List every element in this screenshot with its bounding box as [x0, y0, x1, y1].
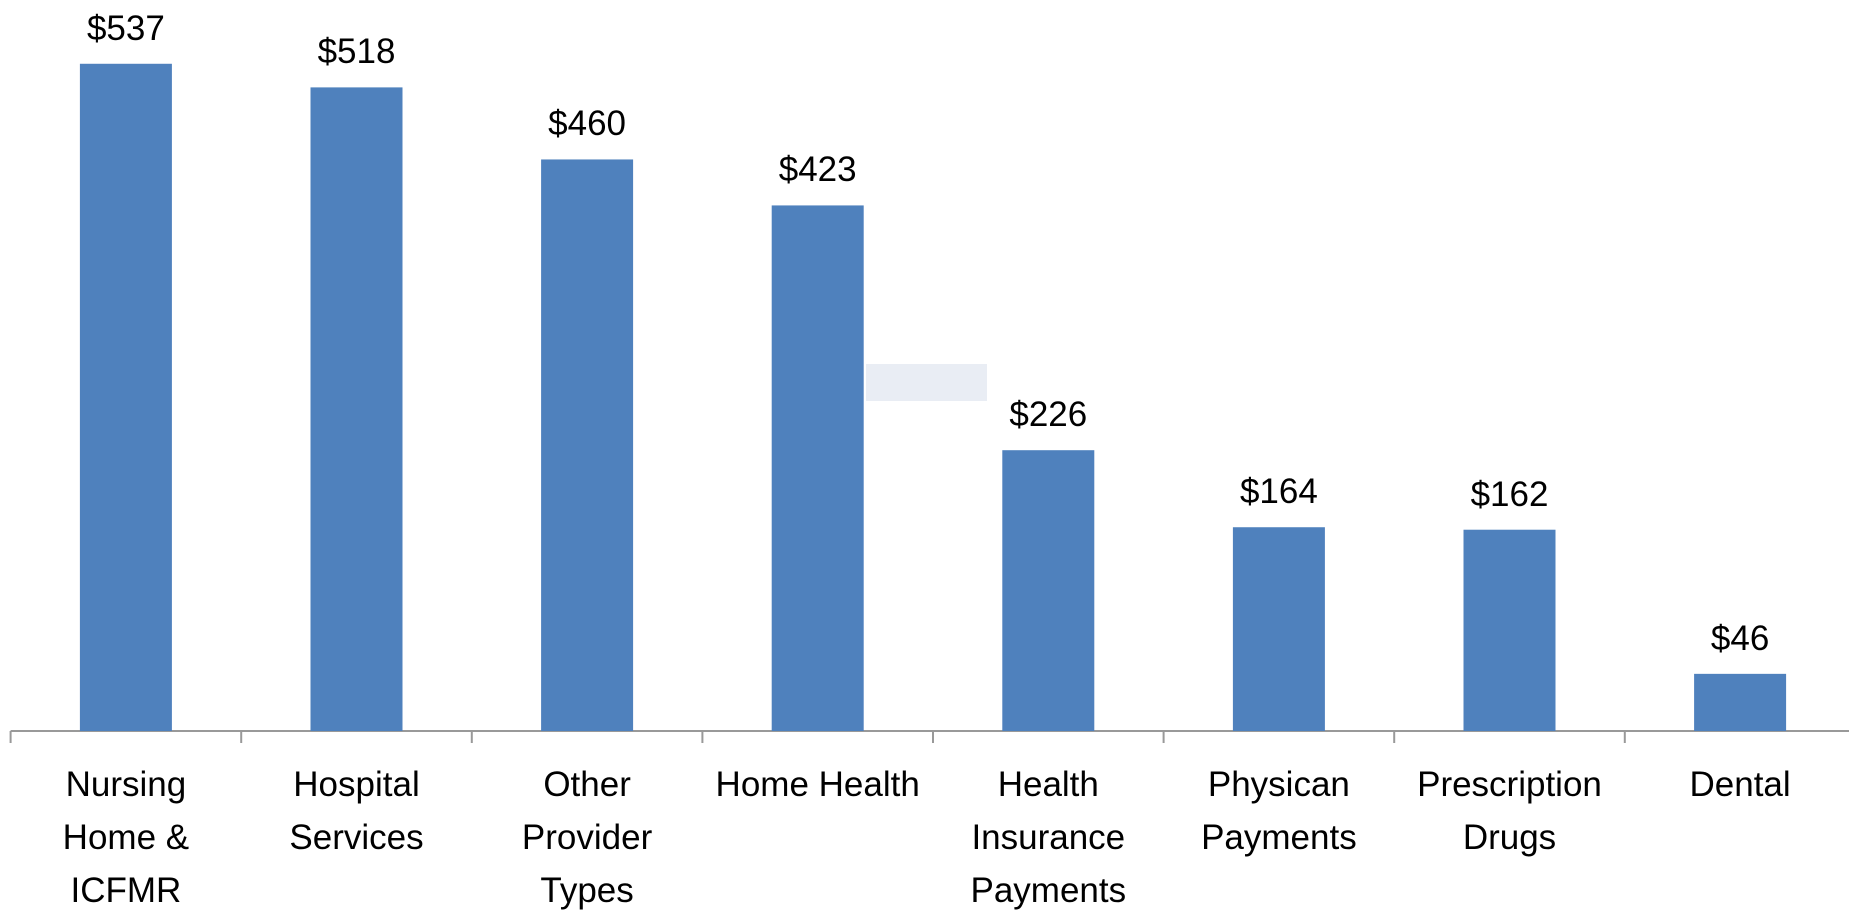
x-tick-label: Home Health — [715, 765, 920, 804]
bar — [1232, 527, 1325, 731]
value-label: $46 — [1710, 618, 1770, 658]
bar — [79, 63, 172, 731]
bar — [310, 87, 403, 731]
x-tick-label: Prescription Drugs — [1417, 765, 1602, 857]
x-tick-label: Health Insurance Payments — [970, 765, 1127, 910]
x-tick-label: Physican Payments — [1201, 765, 1357, 857]
x-tick-label: Hospital Services — [289, 765, 424, 857]
bar — [1002, 450, 1095, 731]
value-label: $537 — [86, 8, 165, 48]
bar — [1463, 529, 1556, 731]
value-label: $162 — [1470, 474, 1549, 514]
bar — [771, 205, 864, 732]
bar — [541, 159, 634, 731]
x-tick-label: Nursing Home & ICFMR — [62, 765, 190, 910]
highlight — [866, 364, 987, 401]
value-label: $460 — [548, 104, 627, 144]
x-tick-label: Dental — [1689, 765, 1791, 804]
bar — [1694, 673, 1787, 731]
value-label: $226 — [1009, 395, 1088, 435]
value-label: $518 — [317, 32, 396, 72]
x-tick-label: Other Provider Types — [521, 765, 653, 910]
value-label: $164 — [1239, 472, 1318, 512]
value-label: $423 — [778, 150, 857, 190]
